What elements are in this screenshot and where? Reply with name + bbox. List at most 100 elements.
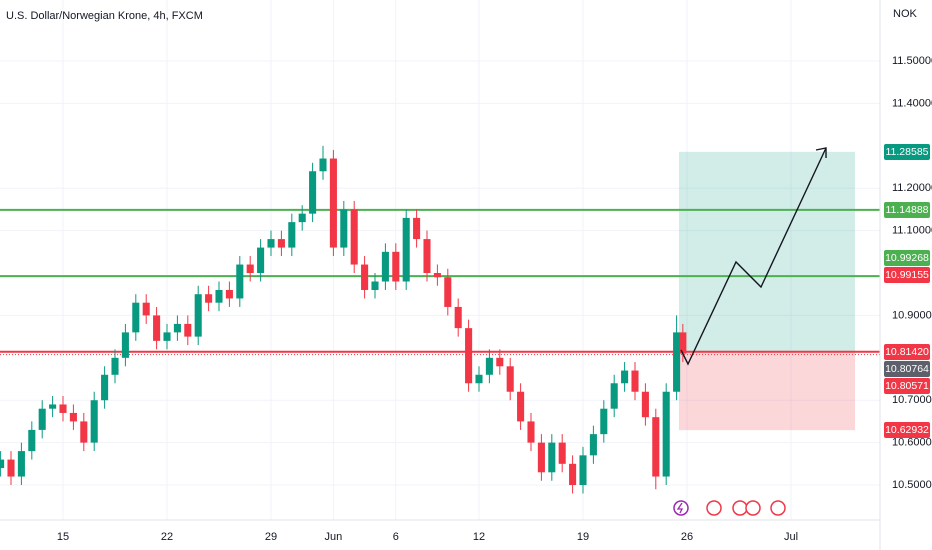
- candle: [350, 200, 358, 274]
- candle-body: [257, 247, 265, 274]
- candle-body: [371, 281, 379, 290]
- x-tick-label: 6: [393, 531, 399, 543]
- arrow-path: [680, 147, 827, 366]
- candle-body: [610, 383, 618, 409]
- projection-arrow: [680, 147, 827, 366]
- candle: [402, 209, 410, 290]
- candle: [17, 442, 25, 486]
- candle: [236, 256, 244, 307]
- axes: 15 22 29 Jun 6 12 19 26 Jul 11.50000 11.40000 11.20…: [57, 55, 932, 543]
- candle: [679, 323, 687, 363]
- event-icon[interactable]: [770, 500, 786, 516]
- y-tick-label: 11.50000: [892, 55, 932, 67]
- price-tag-bg: [884, 422, 930, 438]
- candle-body: [173, 323, 181, 333]
- candle-body: [267, 239, 275, 248]
- x-tick-label: Jul: [784, 531, 798, 543]
- candle-body: [517, 391, 525, 422]
- y-tick-label: 10.70000: [892, 394, 932, 406]
- candle-body: [423, 239, 431, 274]
- price-tag-label: 10.99268: [885, 252, 929, 264]
- y-tick-label: 10.60000: [892, 437, 932, 449]
- event-bolt: [676, 502, 684, 514]
- stop-zone: [679, 351, 855, 431]
- price-tag-bg: [884, 378, 930, 394]
- position-box: [679, 151, 855, 431]
- x-tick-label: 22: [161, 531, 173, 543]
- event-icon[interactable]: [706, 500, 722, 516]
- candle: [309, 162, 317, 223]
- candle-body: [673, 332, 681, 392]
- candle: [465, 319, 473, 392]
- event-icon[interactable]: [732, 500, 748, 516]
- candle-body: [121, 332, 129, 358]
- candle: [569, 455, 577, 494]
- price-tag-bg: [884, 144, 930, 160]
- candle: [548, 434, 556, 481]
- candle-body: [17, 451, 25, 477]
- candle-body: [142, 302, 150, 316]
- y-tick-label: 10.50000: [892, 479, 932, 491]
- price-tag-label: 10.81420: [885, 346, 929, 358]
- candle: [132, 294, 140, 341]
- candle: [673, 315, 681, 401]
- candle-body: [485, 357, 493, 375]
- candle-body: [361, 264, 369, 290]
- candle: [205, 285, 213, 312]
- candle: [257, 239, 265, 282]
- candle: [288, 213, 296, 257]
- x-tick-label: 26: [681, 531, 693, 543]
- candle: [589, 425, 597, 464]
- candle-body: [600, 408, 608, 435]
- candle: [423, 230, 431, 282]
- candle: [475, 366, 483, 392]
- candle: [652, 408, 660, 490]
- price-tag: 11.14888: [884, 202, 930, 218]
- candle-body: [454, 306, 462, 329]
- candle: [392, 243, 400, 290]
- event-icon[interactable]: [745, 500, 761, 516]
- candle-body: [163, 332, 171, 341]
- candle-body: [496, 357, 504, 367]
- candle-body: [652, 417, 660, 477]
- price-tag: 10.80571: [884, 378, 930, 394]
- candle: [621, 362, 629, 392]
- candle-body: [475, 374, 483, 384]
- candle: [298, 205, 306, 231]
- candle-body: [537, 442, 545, 473]
- candle: [527, 412, 535, 452]
- price-tag-label: 10.80571: [885, 380, 929, 392]
- candle: [329, 150, 337, 257]
- candle-body: [402, 217, 410, 282]
- candle-body: [132, 302, 140, 333]
- candle: [49, 395, 57, 418]
- candle-body: [465, 328, 473, 384]
- candle: [28, 421, 36, 460]
- price-tag-label: 11.28585: [885, 146, 928, 158]
- candles: [0, 145, 687, 494]
- candle: [163, 323, 171, 350]
- candle-body: [433, 273, 441, 278]
- event-icons: [673, 500, 786, 516]
- price-tag-bg: [884, 202, 930, 218]
- candle-body: [69, 412, 77, 422]
- event-icon[interactable]: [673, 500, 689, 516]
- candle-body: [558, 442, 566, 464]
- candle-body: [288, 222, 296, 248]
- candle-body: [194, 294, 202, 337]
- candle: [142, 294, 150, 324]
- candle: [101, 366, 109, 409]
- candle: [277, 230, 285, 257]
- candle-body: [641, 391, 649, 418]
- candle: [173, 315, 181, 341]
- candle: [662, 383, 670, 486]
- candle: [215, 281, 223, 312]
- candle-body: [225, 289, 233, 299]
- candle: [641, 383, 649, 426]
- candle: [225, 281, 233, 307]
- candle-body: [527, 421, 535, 443]
- arrow-head: [815, 147, 827, 158]
- x-tick-label: 19: [577, 531, 589, 543]
- candle: [121, 323, 129, 367]
